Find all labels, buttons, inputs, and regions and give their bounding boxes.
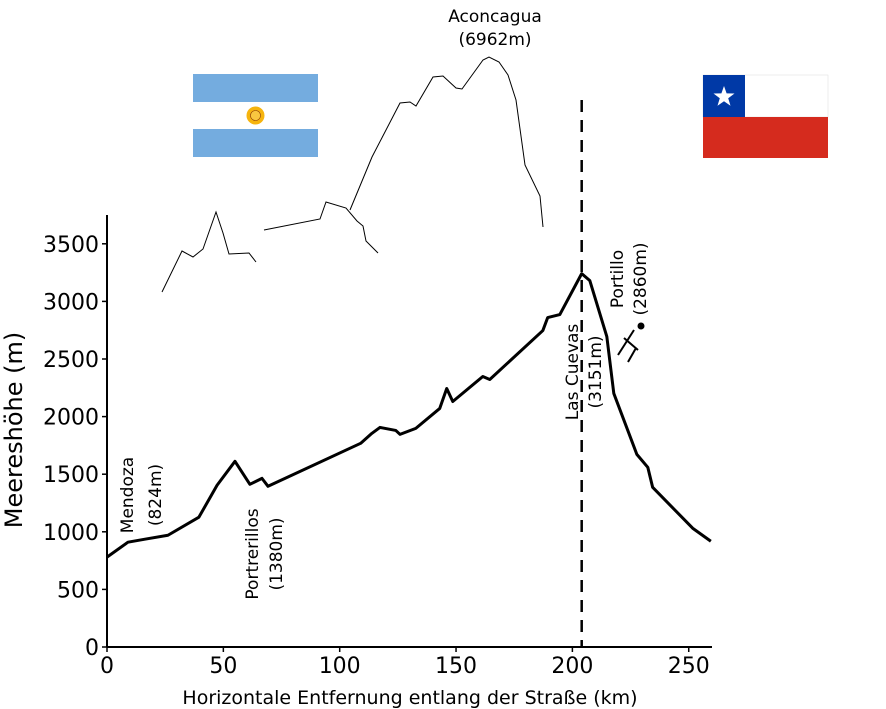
annotation: Portrerillos <box>243 508 263 599</box>
ski-icon <box>617 322 645 363</box>
annotation: Aconcagua <box>448 7 542 27</box>
annotation: Portillo <box>608 250 628 308</box>
x-tick-label: 0 <box>100 654 114 679</box>
y-tick-label: 1000 <box>43 521 99 546</box>
flag-chile <box>702 74 829 158</box>
y-tick-label: 3000 <box>43 290 99 315</box>
annotation: (6962m) <box>458 30 531 50</box>
x-tick-label: 250 <box>668 654 710 679</box>
annotation: (2860m) <box>631 242 651 315</box>
x-tick-label: 50 <box>209 654 237 679</box>
y-tick-label: 500 <box>57 578 99 603</box>
x-tick-label: 150 <box>435 654 477 679</box>
mountain-silhouette <box>161 56 544 293</box>
y-tick-label: 1500 <box>43 463 99 488</box>
annotation: (824m) <box>146 464 166 526</box>
annotation: (1380m) <box>267 517 287 590</box>
elevation-line <box>106 272 712 559</box>
y-tick-label: 2500 <box>43 348 99 373</box>
annotation: Las Cuevas <box>563 324 583 421</box>
y-tick-label: 3500 <box>43 233 99 258</box>
x-axis-label: Horizontale Entfernung entlang der Straß… <box>182 687 637 709</box>
x-tick-label: 200 <box>551 654 593 679</box>
flag-argentina <box>193 74 318 157</box>
y-tick-label: 2000 <box>43 406 99 431</box>
y-tick-label: 0 <box>85 636 99 661</box>
annotation: (3151m) <box>586 335 606 408</box>
x-tick-label: 100 <box>319 654 361 679</box>
annotation: Mendoza <box>118 457 138 533</box>
y-axis-label: Meereshöhe (m) <box>0 332 28 528</box>
